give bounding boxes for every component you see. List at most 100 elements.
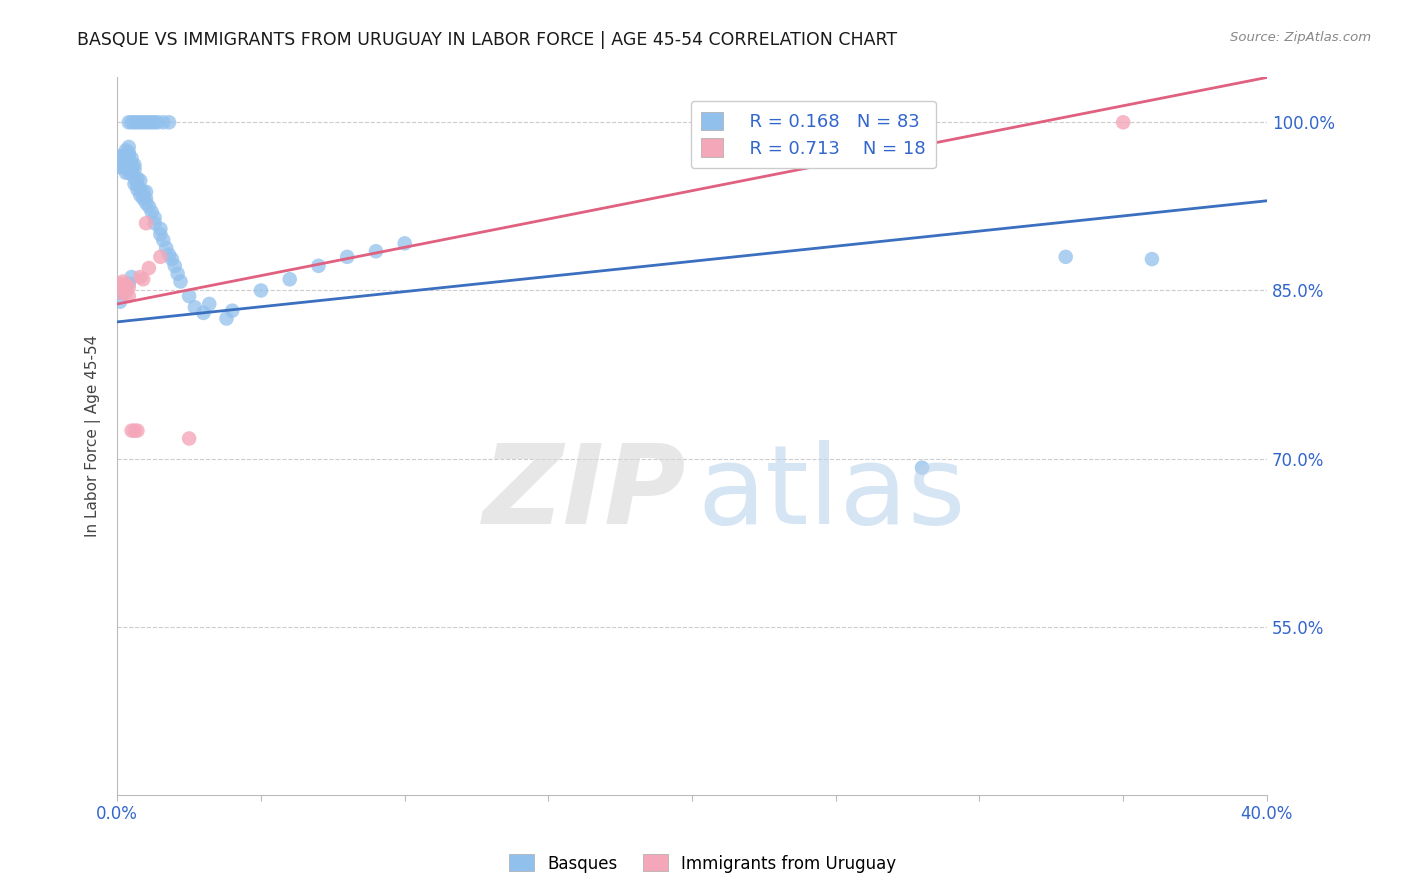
- Point: [394, 236, 416, 251]
- Point: [111, 149, 134, 163]
- Point: [115, 166, 138, 180]
- Point: [124, 158, 146, 172]
- Point: [108, 149, 131, 163]
- Point: [127, 424, 149, 438]
- Point: [129, 173, 152, 187]
- Point: [129, 188, 152, 202]
- Point: [118, 145, 141, 160]
- Point: [124, 177, 146, 191]
- Point: [1140, 252, 1163, 266]
- Text: Source: ZipAtlas.com: Source: ZipAtlas.com: [1230, 31, 1371, 45]
- Point: [124, 115, 146, 129]
- Point: [157, 247, 180, 261]
- Point: [121, 115, 143, 129]
- Point: [336, 250, 359, 264]
- Point: [115, 144, 138, 158]
- Point: [118, 140, 141, 154]
- Point: [121, 157, 143, 171]
- Point: [215, 311, 238, 326]
- Point: [118, 157, 141, 171]
- Point: [143, 216, 166, 230]
- Point: [141, 115, 163, 129]
- Point: [149, 222, 172, 236]
- Point: [121, 160, 143, 174]
- Point: [138, 115, 160, 129]
- Legend:   R = 0.168   N = 83,   R = 0.713    N = 18: R = 0.168 N = 83, R = 0.713 N = 18: [690, 101, 936, 169]
- Point: [169, 275, 191, 289]
- Point: [129, 183, 152, 197]
- Point: [118, 149, 141, 163]
- Point: [121, 270, 143, 285]
- Point: [129, 270, 152, 285]
- Point: [149, 250, 172, 264]
- Point: [121, 151, 143, 165]
- Point: [127, 115, 149, 129]
- Point: [132, 115, 155, 129]
- Point: [118, 280, 141, 294]
- Point: [135, 192, 157, 206]
- Point: [179, 432, 201, 446]
- Point: [121, 166, 143, 180]
- Point: [127, 177, 149, 191]
- Point: [108, 285, 131, 300]
- Point: [111, 160, 134, 174]
- Point: [1054, 250, 1077, 264]
- Legend: Basques, Immigrants from Uruguay: Basques, Immigrants from Uruguay: [503, 847, 903, 880]
- Text: BASQUE VS IMMIGRANTS FROM URUGUAY IN LABOR FORCE | AGE 45-54 CORRELATION CHART: BASQUE VS IMMIGRANTS FROM URUGUAY IN LAB…: [77, 31, 897, 49]
- Point: [118, 289, 141, 303]
- Point: [157, 115, 180, 129]
- Point: [146, 115, 169, 129]
- Point: [111, 275, 134, 289]
- Point: [124, 162, 146, 177]
- Point: [118, 162, 141, 177]
- Point: [160, 252, 183, 266]
- Point: [221, 303, 243, 318]
- Point: [198, 297, 221, 311]
- Text: atlas: atlas: [697, 440, 966, 547]
- Point: [135, 216, 157, 230]
- Point: [135, 115, 157, 129]
- Point: [115, 285, 138, 300]
- Point: [115, 281, 138, 295]
- Point: [115, 149, 138, 163]
- Point: [364, 244, 387, 259]
- Point: [118, 160, 141, 174]
- Point: [132, 272, 155, 286]
- Point: [118, 154, 141, 169]
- Point: [138, 199, 160, 213]
- Point: [108, 294, 131, 309]
- Point: [118, 277, 141, 291]
- Point: [152, 115, 174, 129]
- Point: [193, 306, 215, 320]
- Point: [115, 160, 138, 174]
- Point: [184, 301, 207, 315]
- Point: [163, 259, 186, 273]
- Text: ZIP: ZIP: [482, 440, 686, 547]
- Point: [118, 166, 141, 180]
- Point: [127, 183, 149, 197]
- Point: [179, 289, 201, 303]
- Point: [278, 272, 301, 286]
- Point: [911, 460, 934, 475]
- Point: [135, 196, 157, 211]
- Point: [121, 424, 143, 438]
- Y-axis label: In Labor Force | Age 45-54: In Labor Force | Age 45-54: [86, 335, 101, 537]
- Point: [166, 267, 188, 281]
- Point: [132, 192, 155, 206]
- Point: [118, 115, 141, 129]
- Point: [132, 185, 155, 199]
- Point: [307, 259, 329, 273]
- Point: [127, 171, 149, 186]
- Point: [149, 227, 172, 242]
- Point: [141, 205, 163, 219]
- Point: [143, 211, 166, 225]
- Point: [111, 281, 134, 295]
- Point: [152, 233, 174, 247]
- Point: [124, 424, 146, 438]
- Point: [124, 171, 146, 186]
- Point: [143, 115, 166, 129]
- Point: [121, 162, 143, 177]
- Point: [250, 284, 273, 298]
- Point: [135, 185, 157, 199]
- Point: [111, 285, 134, 300]
